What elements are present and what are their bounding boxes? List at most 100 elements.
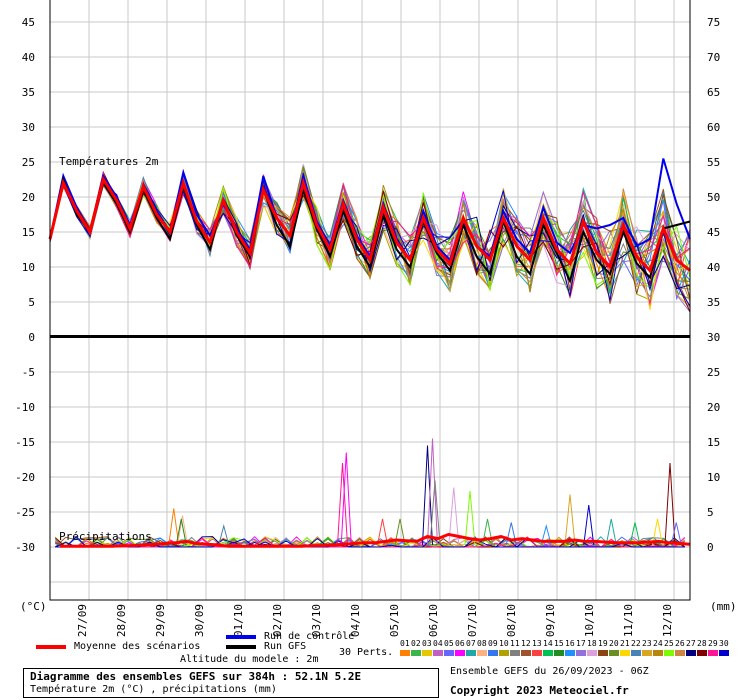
right-tick-label: 10 <box>707 471 720 484</box>
member-color-swatch <box>697 650 707 656</box>
precipitation-peak <box>377 518 388 545</box>
right-tick-label: 15 <box>707 436 720 449</box>
member-number-label: 14 <box>543 639 553 648</box>
member-number-label: 21 <box>620 639 630 648</box>
precipitation-peak <box>629 522 641 546</box>
plot-frame <box>49 0 691 601</box>
right-tick-label: 5 <box>707 506 714 519</box>
member-number-label: 06 <box>455 639 465 648</box>
member-number-label: 27 <box>686 639 696 648</box>
right-tick-label: 55 <box>707 156 720 169</box>
right-tick-label: 20 <box>707 401 720 414</box>
member-number-label: 26 <box>675 639 685 648</box>
copyright-label: Copyright 2023 Meteociel.fr <box>450 684 629 697</box>
right-unit-label: (mm) <box>710 600 737 613</box>
precipitation-peak <box>482 518 493 545</box>
member-color-swatch <box>521 650 531 656</box>
x-tick-label: 30/09 <box>193 604 206 637</box>
x-tick-label: 08/10 <box>505 604 518 637</box>
member-color-swatch <box>609 650 619 656</box>
gfs-temperature-line <box>49 176 691 284</box>
right-tick-label: 65 <box>707 86 720 99</box>
member-color-swatch <box>565 650 575 656</box>
precipitation-member-line <box>55 535 685 548</box>
member-color-swatch <box>433 650 443 656</box>
member-color-swatch <box>532 650 542 656</box>
member-number-label: 07 <box>466 639 476 648</box>
member-color-swatch <box>510 650 520 656</box>
member-number-label: 18 <box>587 639 597 648</box>
member-color-swatch <box>587 650 597 656</box>
x-tick-label: 06/10 <box>427 604 440 637</box>
member-color-swatch <box>444 650 454 656</box>
precipitation-peak <box>218 524 230 546</box>
x-tick-label: 10/10 <box>583 604 596 637</box>
right-tick-label: 40 <box>707 261 720 274</box>
left-tick-label: 15 <box>22 226 35 239</box>
chart-title: Diagramme des ensembles GEFS sur 384h : … <box>30 670 362 683</box>
member-number-label: 15 <box>554 639 564 648</box>
member-color-swatch <box>466 650 476 656</box>
member-color-swatch <box>719 650 729 656</box>
x-tick-label: 05/10 <box>388 604 401 637</box>
member-number-label: 24 <box>653 639 663 648</box>
member-number-label: 05 <box>444 639 454 648</box>
x-tick-label: 01/10 <box>232 604 245 637</box>
legend-gfs-label: Run GFS <box>264 641 307 652</box>
member-color-swatch <box>499 650 509 656</box>
precipitation-peak <box>429 480 441 545</box>
x-tick-label: 29/09 <box>154 604 167 637</box>
precipitation-peak <box>394 518 406 545</box>
right-tick-label: 50 <box>707 191 720 204</box>
member-color-swatch <box>400 650 410 656</box>
precipitation-peak <box>168 508 180 545</box>
left-tick-label: 45 <box>22 16 35 29</box>
mean-precipitation-line <box>60 532 691 548</box>
right-tick-label: 75 <box>707 16 720 29</box>
x-tick-label: 27/09 <box>76 604 89 637</box>
chart-info-box: Diagramme des ensembles GEFS sur 384h : … <box>23 668 439 698</box>
precipitation-peak <box>175 518 187 545</box>
member-color-swatch <box>455 650 465 656</box>
member-number-label: 16 <box>565 639 575 648</box>
member-number-label: 01 <box>400 639 410 648</box>
member-number-label: 10 <box>499 639 509 648</box>
precipitation-panel-label: Précipitations <box>59 530 152 543</box>
left-tick-label: 35 <box>22 86 35 99</box>
right-tick-label: 30 <box>707 331 720 344</box>
precipitation-member-lines <box>54 438 686 548</box>
member-number-label: 13 <box>532 639 542 648</box>
right-tick-label: 70 <box>707 51 720 64</box>
x-tick-label: 04/10 <box>349 604 362 637</box>
member-color-swatch <box>631 650 641 656</box>
left-tick-label: 10 <box>22 261 35 274</box>
left-tick-label: 30 <box>22 121 35 134</box>
legend-mean-label: Moyenne des scénarios <box>74 641 201 652</box>
left-tick-label: -20 <box>15 471 35 484</box>
left-tick-label: -15 <box>15 436 35 449</box>
member-number-label: 22 <box>631 639 641 648</box>
right-tick-label: 60 <box>707 121 720 134</box>
member-color-swatch <box>543 650 553 656</box>
member-number-label: 25 <box>664 639 674 648</box>
member-color-swatch <box>664 650 674 656</box>
left-tick-label: -25 <box>15 506 35 519</box>
member-number-label: 23 <box>642 639 652 648</box>
precipitation-peak <box>177 515 188 545</box>
x-tick-label: 03/10 <box>310 604 323 637</box>
member-color-swatch <box>642 650 652 656</box>
precipitation-peak <box>427 438 438 545</box>
left-tick-label: 5 <box>28 296 35 309</box>
member-number-label: 03 <box>422 639 432 648</box>
precipitation-peak <box>337 462 348 545</box>
precipitation-peak <box>448 487 460 545</box>
mean-temperature-line <box>48 175 691 274</box>
x-tick-label: 11/10 <box>622 604 635 637</box>
member-color-swatch <box>411 650 421 656</box>
precipitation-peak <box>422 445 433 545</box>
member-number-label: 28 <box>697 639 707 648</box>
plot-border <box>49 0 691 601</box>
panel-separator <box>50 335 690 338</box>
member-number-label: 17 <box>576 639 586 648</box>
member-color-swatch <box>488 650 498 656</box>
